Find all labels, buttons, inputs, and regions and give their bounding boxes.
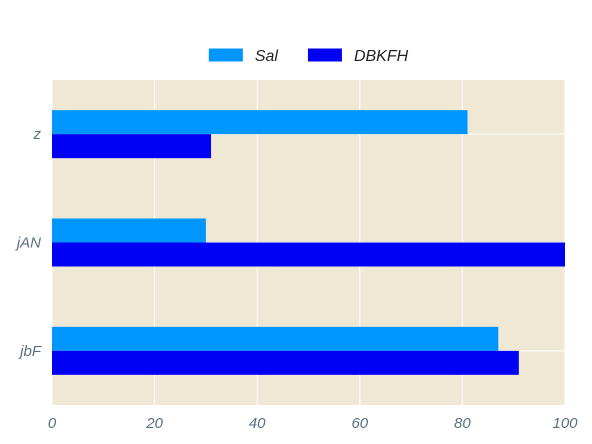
x-tick-label: 80 <box>454 415 471 432</box>
chart-legend: Sal DBKFH <box>208 48 409 65</box>
y-tick-label: z <box>33 126 42 143</box>
legend-swatch-DBKFH <box>307 48 342 62</box>
x-tick-label: 0 <box>48 415 57 432</box>
bar-group <box>52 110 565 375</box>
bar-DBKFH-jAN <box>52 242 565 267</box>
legend-label-DBKFH: DBKFH <box>354 48 409 65</box>
y-tick-labels: z jAN jbF <box>15 126 42 360</box>
x-tick-labels: 0 20 40 60 80 100 <box>48 415 578 432</box>
x-tick-label: 40 <box>249 415 266 432</box>
bar-DBKFH-z <box>52 134 212 159</box>
bar-Sal-z <box>52 110 468 135</box>
x-tick-label: 20 <box>145 415 163 432</box>
bar-Sal-jAN <box>52 218 206 243</box>
bar-Sal-jbF <box>52 326 499 351</box>
y-tick-label: jbF <box>18 343 42 360</box>
y-tick-label: jAN <box>15 235 41 252</box>
legend-label-Sal: Sal <box>255 48 279 65</box>
legend-swatch-Sal <box>208 48 243 62</box>
x-tick-label: 100 <box>552 415 578 432</box>
bar-DBKFH-jbF <box>52 350 519 375</box>
x-tick-label: 60 <box>351 415 368 432</box>
